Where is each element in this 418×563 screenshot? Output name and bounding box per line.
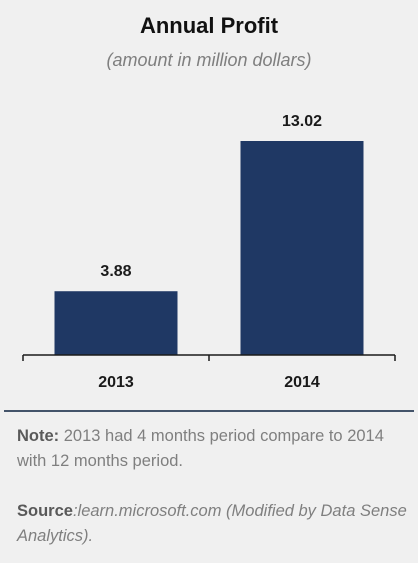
source-text: Source:learn.microsoft.com (Modified by … (17, 499, 407, 549)
bar-chart: 3.88 2013 13.02 2014 (22, 113, 396, 391)
chart-title: Annual Profit (139, 13, 279, 38)
source-label: Source (17, 502, 73, 520)
x-tick-label-2013: 2013 (98, 374, 134, 391)
section-divider (4, 410, 414, 412)
x-tick-label-2014: 2014 (284, 374, 320, 391)
bar-2013 (54, 291, 178, 355)
note-label: Note: (17, 427, 60, 445)
data-label-2013: 3.88 (100, 263, 131, 280)
source-body: :learn.microsoft.com (Modified by Data S… (17, 502, 407, 545)
bar-2014 (240, 141, 364, 355)
data-label-2014: 13.02 (282, 113, 322, 130)
note-text: Note: 2013 had 4 months period compare t… (17, 424, 407, 474)
note-body: 2013 had 4 months period compare to 2014… (17, 427, 384, 470)
chart-subtitle: (amount in million dollars) (106, 50, 312, 70)
